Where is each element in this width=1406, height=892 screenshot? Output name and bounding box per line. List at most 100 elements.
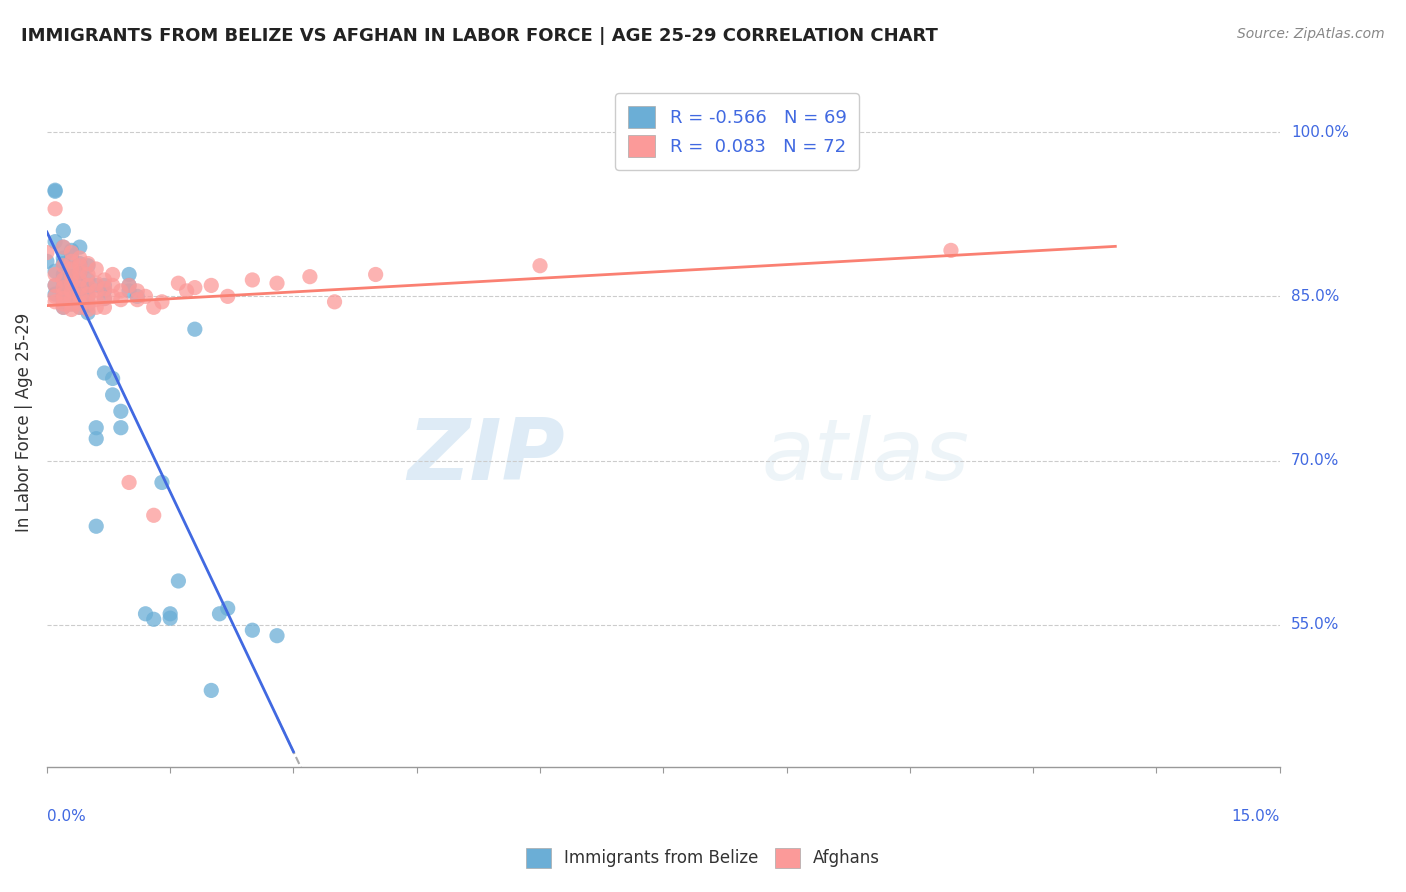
Point bbox=[939, 244, 962, 258]
Text: Source: ZipAtlas.com: Source: ZipAtlas.com bbox=[1237, 27, 1385, 41]
Point bbox=[110, 421, 132, 435]
Point bbox=[69, 293, 91, 307]
Point bbox=[44, 264, 66, 278]
Point bbox=[118, 278, 141, 293]
Point bbox=[35, 254, 58, 268]
Point bbox=[110, 284, 132, 298]
Point bbox=[84, 262, 107, 277]
Point bbox=[118, 278, 141, 293]
Point bbox=[93, 292, 115, 306]
Point bbox=[44, 289, 66, 303]
Point bbox=[134, 607, 156, 621]
Point bbox=[69, 301, 91, 315]
Point bbox=[44, 287, 66, 301]
Point bbox=[159, 607, 181, 621]
Point bbox=[142, 508, 165, 523]
Point bbox=[142, 612, 165, 626]
Point bbox=[52, 297, 75, 311]
Point bbox=[127, 293, 149, 307]
Point bbox=[240, 273, 263, 287]
Point bbox=[200, 278, 222, 293]
Point bbox=[93, 284, 115, 298]
Point bbox=[69, 256, 91, 270]
Point bbox=[60, 297, 83, 311]
Point bbox=[52, 273, 75, 287]
Text: 55.0%: 55.0% bbox=[1291, 617, 1339, 632]
Point bbox=[84, 301, 107, 315]
Point bbox=[159, 611, 181, 625]
Point bbox=[60, 254, 83, 268]
Point bbox=[110, 293, 132, 307]
Point bbox=[101, 388, 124, 402]
Point bbox=[69, 251, 91, 265]
Point bbox=[77, 287, 100, 301]
Point bbox=[77, 298, 100, 312]
Text: IMMIGRANTS FROM BELIZE VS AFGHAN IN LABOR FORCE | AGE 25-29 CORRELATION CHART: IMMIGRANTS FROM BELIZE VS AFGHAN IN LABO… bbox=[21, 27, 938, 45]
Point bbox=[200, 683, 222, 698]
Point bbox=[60, 284, 83, 298]
Point bbox=[142, 301, 165, 315]
Point bbox=[150, 294, 173, 309]
Text: 15.0%: 15.0% bbox=[1232, 809, 1279, 823]
Point bbox=[84, 278, 107, 293]
Point bbox=[69, 288, 91, 302]
Point bbox=[52, 240, 75, 254]
Point bbox=[298, 269, 321, 284]
Point bbox=[69, 277, 91, 291]
Point bbox=[60, 302, 83, 317]
Point bbox=[84, 293, 107, 307]
Point bbox=[77, 282, 100, 296]
Point bbox=[266, 629, 288, 643]
Point bbox=[217, 289, 239, 303]
Point bbox=[44, 294, 66, 309]
Point bbox=[167, 574, 190, 588]
Point bbox=[69, 273, 91, 287]
Text: 100.0%: 100.0% bbox=[1291, 125, 1348, 140]
Point bbox=[167, 277, 190, 291]
Point bbox=[52, 256, 75, 270]
Point bbox=[240, 624, 263, 638]
Text: ZIP: ZIP bbox=[408, 416, 565, 499]
Point bbox=[52, 284, 75, 298]
Point bbox=[150, 475, 173, 490]
Point bbox=[60, 262, 83, 277]
Text: 70.0%: 70.0% bbox=[1291, 453, 1339, 468]
Point bbox=[118, 475, 141, 490]
Point bbox=[44, 202, 66, 216]
Point bbox=[52, 292, 75, 306]
Point bbox=[77, 259, 100, 273]
Text: 0.0%: 0.0% bbox=[46, 809, 86, 823]
Point bbox=[44, 268, 66, 282]
Y-axis label: In Labor Force | Age 25-29: In Labor Force | Age 25-29 bbox=[15, 312, 32, 532]
Point bbox=[44, 183, 66, 197]
Point bbox=[77, 302, 100, 317]
Point bbox=[69, 284, 91, 298]
Text: atlas: atlas bbox=[762, 416, 970, 499]
Point bbox=[35, 245, 58, 260]
Point bbox=[52, 280, 75, 294]
Point bbox=[52, 287, 75, 301]
Point bbox=[93, 301, 115, 315]
Point bbox=[77, 268, 100, 282]
Point bbox=[101, 289, 124, 303]
Point bbox=[69, 259, 91, 273]
Point bbox=[127, 289, 149, 303]
Point bbox=[184, 280, 207, 294]
Point bbox=[323, 294, 346, 309]
Point bbox=[101, 278, 124, 293]
Point bbox=[52, 240, 75, 254]
Point bbox=[93, 366, 115, 380]
Point bbox=[77, 289, 100, 303]
Point bbox=[93, 273, 115, 287]
Point bbox=[84, 432, 107, 446]
Point bbox=[60, 286, 83, 301]
Point bbox=[77, 273, 100, 287]
Point bbox=[77, 278, 100, 293]
Point bbox=[84, 421, 107, 435]
Point bbox=[52, 301, 75, 315]
Point bbox=[44, 278, 66, 293]
Point bbox=[176, 284, 198, 298]
Point bbox=[93, 292, 115, 306]
Point bbox=[69, 240, 91, 254]
Point bbox=[69, 301, 91, 315]
